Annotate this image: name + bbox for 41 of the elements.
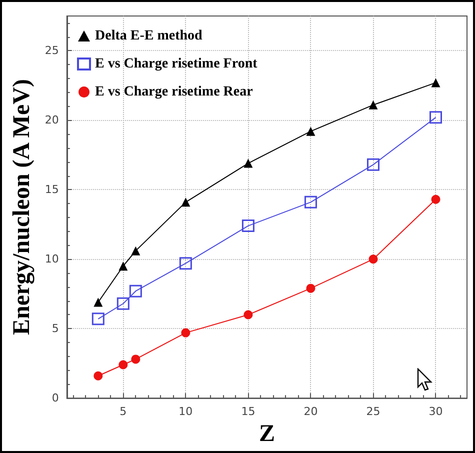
y-tick-label: 15 xyxy=(44,183,59,196)
point xyxy=(368,100,378,110)
x-tick-label: 5 xyxy=(120,405,127,418)
point xyxy=(181,328,190,338)
x-tick-label: 30 xyxy=(428,405,443,418)
point xyxy=(94,298,103,307)
point xyxy=(181,198,190,207)
point xyxy=(366,158,380,171)
point xyxy=(242,220,254,232)
point xyxy=(131,246,140,256)
point xyxy=(131,354,140,364)
point xyxy=(94,371,103,380)
x-tick-label: 20 xyxy=(304,405,318,418)
y-tick-label: 5 xyxy=(52,322,59,336)
x-axis-title: Z xyxy=(258,421,275,447)
point xyxy=(118,360,128,370)
point xyxy=(116,297,130,310)
legend-label: Delta E-E method xyxy=(95,28,203,44)
point xyxy=(306,284,316,293)
y-tick-label: 0 xyxy=(52,392,59,405)
point xyxy=(129,284,142,298)
point xyxy=(368,254,378,264)
point xyxy=(244,310,253,320)
legend-label: E vs Charge risetime Rear xyxy=(95,84,253,100)
y-tick-label: 25 xyxy=(44,44,59,58)
point xyxy=(429,111,442,124)
legend-label: E vs Charge risetime Front xyxy=(95,56,258,72)
y-tick-label: 10 xyxy=(44,252,59,266)
x-tick-label: 25 xyxy=(366,405,380,418)
point xyxy=(431,194,440,204)
x-tick-label: 15 xyxy=(241,405,256,418)
point xyxy=(118,262,128,271)
point xyxy=(244,158,253,168)
point xyxy=(92,312,104,326)
point xyxy=(304,196,317,208)
point xyxy=(179,257,192,270)
point xyxy=(306,126,316,136)
y-tick-label: 20 xyxy=(44,114,59,127)
point xyxy=(431,78,440,88)
x-tick-label: 10 xyxy=(178,405,193,418)
y-axis-title: Energy/nucleon (A MeV) xyxy=(9,79,35,336)
